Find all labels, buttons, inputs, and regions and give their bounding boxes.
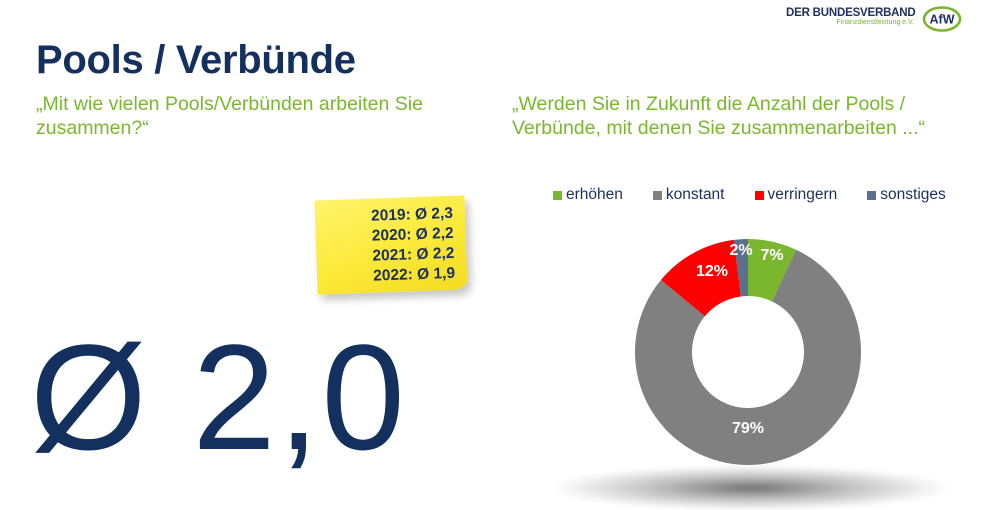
legend-swatch-konstant	[652, 190, 662, 200]
history-row-2022: 2022: Ø 1,9	[372, 264, 456, 285]
legend-label: sonstiges	[880, 186, 946, 203]
donut-shadow	[556, 466, 946, 510]
legend-item-erhoehen: erhöhen	[553, 186, 623, 204]
slice-label-konstant: 79%	[732, 420, 764, 437]
legend-label: verringern	[767, 186, 838, 203]
donut-slice-verringern	[660, 239, 741, 317]
donut-chart: 7% 79% 12% 2%	[620, 224, 876, 480]
legend-item-sonstiges: sonstiges	[867, 186, 946, 204]
legend-swatch-verringern	[754, 190, 764, 200]
logo-main-text: DER BUNDESVERBAND	[786, 7, 916, 19]
chart-legend: erhöhen konstant verringern sonstiges	[553, 185, 946, 205]
question-left: „Mit wie vielen Pools/Verbünden arbeiten…	[36, 93, 423, 139]
legend-swatch-sonstiges	[867, 190, 877, 200]
donut-slice-sonstiges	[733, 239, 748, 297]
legend-label: erhöhen	[566, 186, 623, 203]
page-title: Pools / Verbünde	[36, 38, 356, 82]
logo-sub-text: Finanzdienstleistung e.V.	[836, 19, 914, 26]
slice-label-verringern: 12%	[696, 263, 728, 280]
average-value: Ø 2,0	[30, 313, 407, 481]
donut-slice-erhoehen	[748, 239, 797, 302]
history-list: 2019: Ø 2,3 2020: Ø 2,2 2021: Ø 2,2 2022…	[371, 204, 456, 287]
legend-item-konstant: konstant	[652, 186, 725, 204]
sticky-note-history: 2019: Ø 2,3 2020: Ø 2,2 2021: Ø 2,2 2022…	[314, 195, 468, 295]
question-right: „Werden Sie in Zukunft die Anzahl der Po…	[512, 93, 925, 139]
legend-swatch-erhoehen	[553, 190, 562, 200]
logo-text: DER BUNDESVERBAND Finanzdienstleistung e…	[786, 7, 916, 26]
svg-text:AfW: AfW	[930, 13, 955, 27]
legend-label: konstant	[665, 186, 725, 203]
donut-slice-konstant	[635, 249, 861, 465]
legend-item-verringern: verringern	[754, 186, 838, 204]
afw-logo: DER BUNDESVERBAND Finanzdienstleistung e…	[786, 4, 970, 34]
slice-label-sonstiges: 2%	[729, 242, 752, 259]
afw-badge-icon: AfW	[922, 5, 962, 32]
slice-label-erhoehen: 7%	[760, 247, 783, 264]
